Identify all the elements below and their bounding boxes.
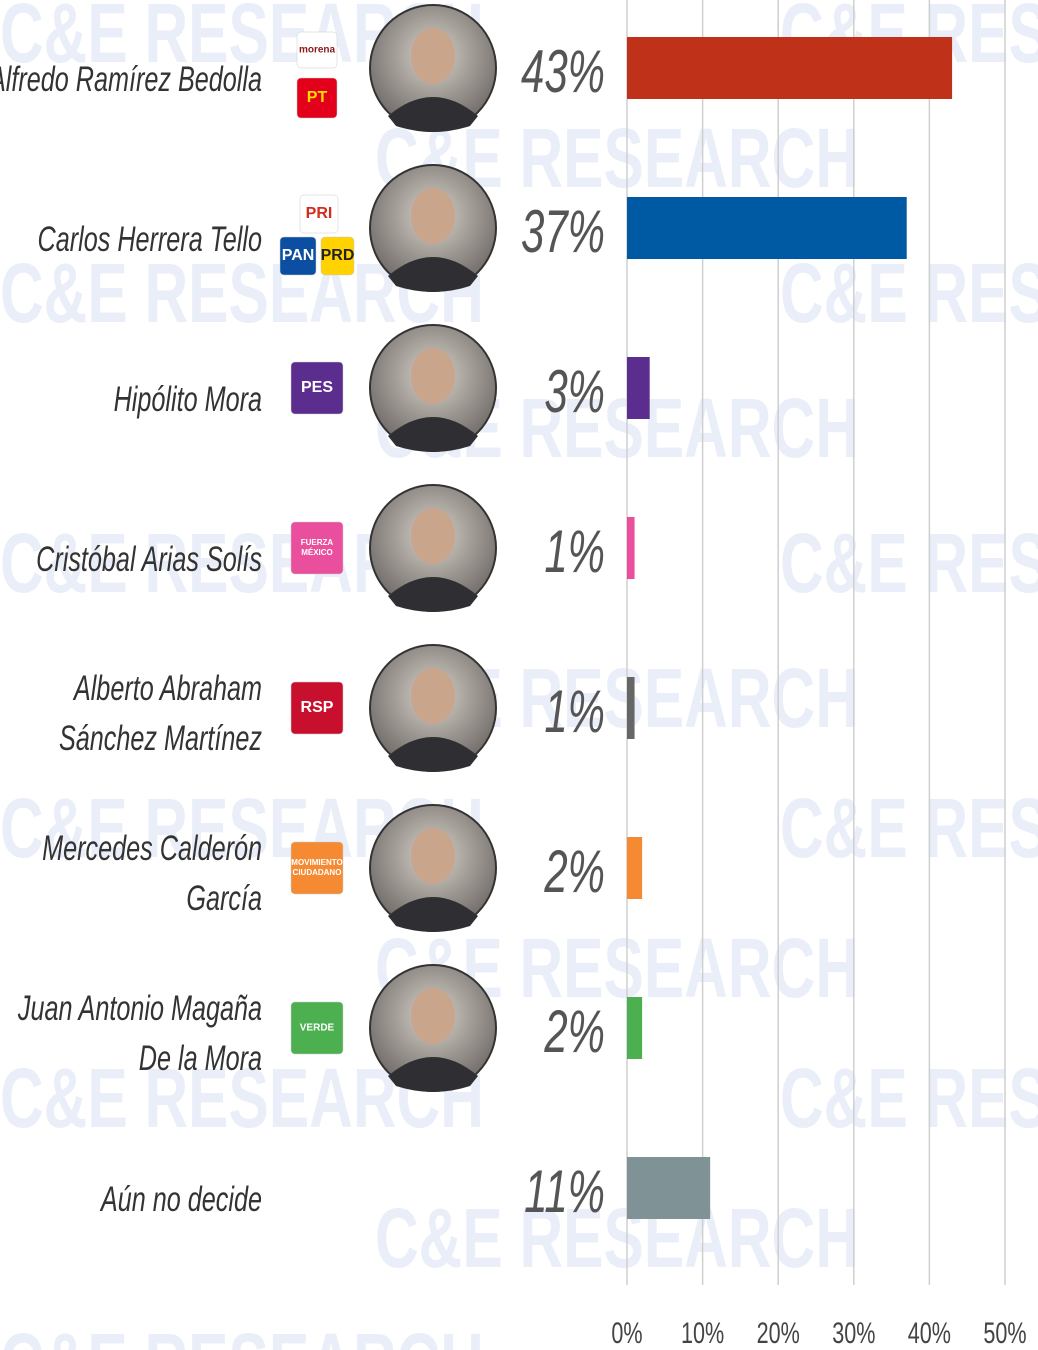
- party-logo-label: PT: [307, 89, 328, 106]
- x-tick-label: 40%: [908, 1315, 951, 1349]
- x-tick-label: 0%: [611, 1315, 642, 1349]
- party-logo: [290, 681, 344, 735]
- bar: [627, 997, 643, 1059]
- photo-shoulders: [388, 737, 478, 772]
- watermark: C&E RESEARCH: [780, 516, 1038, 610]
- bar: [627, 837, 643, 899]
- photo-face: [411, 508, 455, 564]
- candidate-name: Alfredo Ramírez Bedolla: [0, 60, 262, 99]
- photo-face: [411, 828, 455, 884]
- value-label: 2%: [544, 997, 605, 1064]
- value-label: 37%: [521, 197, 605, 264]
- party-logo: [296, 77, 338, 119]
- photo-shoulders: [388, 577, 478, 612]
- party-logo: [290, 1001, 344, 1055]
- candidate-name: Alberto Abraham Sánchez Martínez: [59, 669, 262, 758]
- party-logo: [320, 236, 355, 276]
- party-logo-label: morena: [299, 45, 336, 56]
- photo-face: [411, 668, 455, 724]
- x-tick-label: 30%: [832, 1315, 875, 1349]
- party-logo-label: PAN: [282, 247, 315, 264]
- candidate-name: Hipólito Mora: [114, 380, 262, 419]
- party-logo-label: PRD: [321, 247, 355, 264]
- candidate-name: Mercedes Calderón García: [42, 829, 262, 918]
- photo-face: [411, 188, 455, 244]
- watermark: C&E RESEARCH: [780, 1051, 1038, 1145]
- party-logo: [290, 521, 344, 575]
- bar: [627, 677, 635, 739]
- rows: Alfredo Ramírez Bedolla morena PT 43% Carlos…: [0, 4, 953, 1225]
- bar: [627, 357, 650, 419]
- candidate-name: Aún no decide: [99, 1180, 262, 1219]
- bar: [627, 517, 635, 579]
- x-tick-label: 20%: [757, 1315, 800, 1349]
- photo-face: [411, 28, 455, 84]
- party-logo-label: RSP: [301, 699, 334, 716]
- photo-shoulders: [388, 97, 478, 132]
- photo-shoulders: [388, 257, 478, 292]
- value-label: 43%: [521, 37, 605, 104]
- bar: [627, 1157, 711, 1219]
- photo-shoulders: [388, 897, 478, 932]
- party-logo: [296, 31, 338, 69]
- value-label: 3%: [544, 357, 605, 424]
- photo-face: [411, 348, 455, 404]
- x-tick-label: 10%: [681, 1315, 724, 1349]
- photo-shoulders: [388, 417, 478, 452]
- value-label: 2%: [544, 837, 605, 904]
- bar: [627, 197, 907, 259]
- watermark: C&E RESEARCH: [375, 1191, 859, 1285]
- candidate-name: Cristóbal Arias Solís: [36, 540, 262, 579]
- bar: [627, 37, 953, 99]
- photo-face: [411, 988, 455, 1044]
- party-logo: [290, 841, 344, 895]
- party-logo-label: PRI: [306, 205, 333, 222]
- party-logo: [279, 236, 317, 276]
- candidate-name: Juan Antonio Magaña De la Mora: [17, 989, 262, 1078]
- watermark: C&E RESEARCH: [780, 781, 1038, 875]
- party-logo-label: PES: [301, 379, 333, 396]
- watermark: C&E RESEARCH: [0, 1316, 484, 1350]
- party-logo-label: VERDE: [300, 1023, 335, 1034]
- party-logo-label: MOVIMIENTO CIUDADANO: [291, 858, 342, 877]
- party-logo: [290, 361, 344, 415]
- value-label: 1%: [544, 517, 605, 584]
- candidate-name: Carlos Herrera Tello: [38, 220, 262, 259]
- x-tick-label: 50%: [983, 1315, 1026, 1349]
- value-label: 1%: [544, 677, 605, 744]
- party-logo: [299, 194, 339, 234]
- photo-shoulders: [388, 1057, 478, 1092]
- value-label: 11%: [524, 1157, 605, 1224]
- party-logo-label: FUERZA MÉXICO: [301, 538, 334, 557]
- watermark: C&E RESEARCH: [780, 246, 1038, 340]
